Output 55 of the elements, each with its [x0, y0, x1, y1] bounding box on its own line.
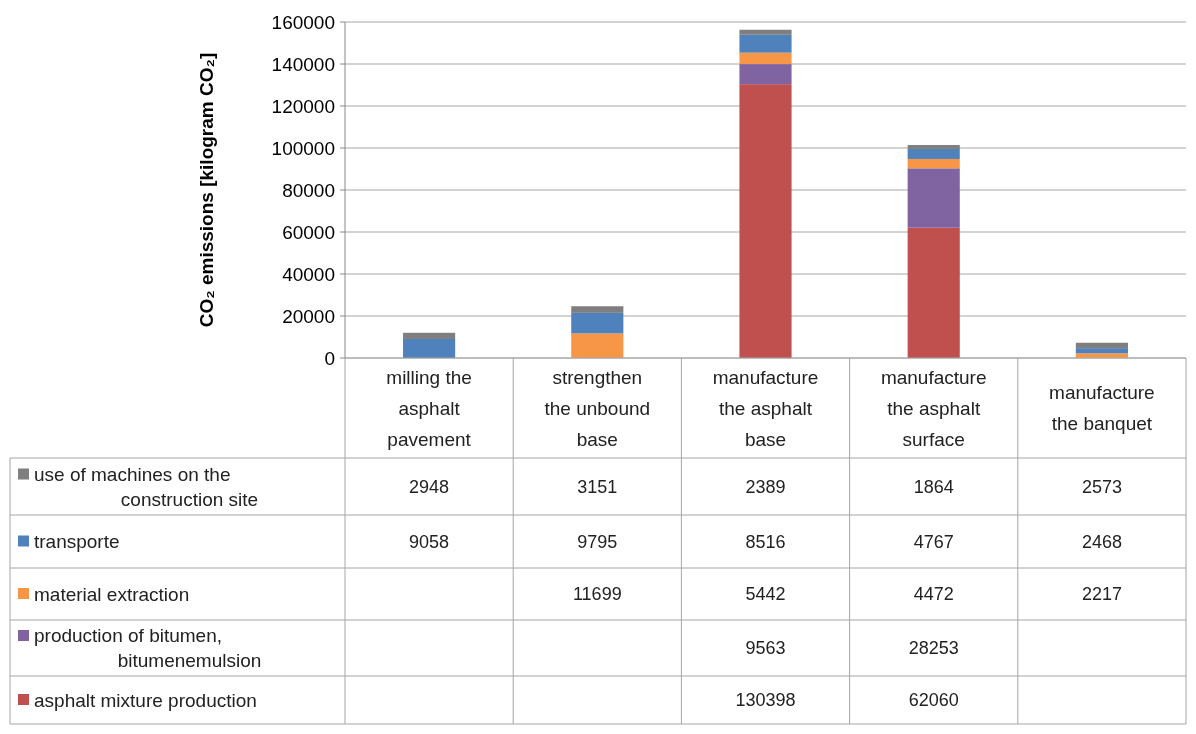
bar — [1075, 348, 1128, 354]
data-label: 28253 — [908, 638, 959, 659]
y-tick-label: 80000 — [282, 179, 335, 201]
x-tick-label: milling the asphalt pavement — [386, 366, 472, 450]
bar — [739, 29, 792, 35]
bar — [571, 312, 624, 334]
data-label: 2468 — [1081, 531, 1122, 552]
data-label: 9058 — [409, 531, 450, 552]
y-tick-label: 160000 — [271, 11, 335, 33]
bar — [1075, 342, 1128, 349]
data-label: 2948 — [409, 476, 450, 497]
legend-label: transporte — [34, 531, 120, 553]
bar — [571, 333, 624, 358]
x-tick-label: manufacture the asphalt surface — [880, 366, 987, 450]
data-label: 2217 — [1081, 584, 1122, 605]
data-label: 3151 — [577, 476, 618, 497]
data-label: 4472 — [913, 584, 954, 605]
bar — [403, 332, 456, 339]
data-label: 9795 — [577, 531, 618, 552]
y-tick-label: 120000 — [271, 95, 335, 117]
data-label: 4767 — [913, 531, 954, 552]
data-label: 5442 — [745, 584, 786, 605]
bar — [907, 148, 960, 159]
data-label: 130398 — [735, 690, 796, 711]
bar — [907, 158, 960, 169]
bar — [907, 168, 960, 228]
y-tick-label: 40000 — [282, 263, 335, 285]
bar — [907, 227, 960, 358]
data-label: 1864 — [913, 476, 954, 497]
legend-label: asphalt mixture production — [34, 689, 257, 711]
bar — [739, 34, 792, 53]
data-label: 11699 — [572, 584, 622, 605]
y-tick-label: 60000 — [282, 221, 335, 243]
y-tick-label: 20000 — [282, 305, 335, 327]
y-axis-title: CO₂ emissions [kilogram CO₂] — [196, 52, 217, 328]
legend-label: production of bitumen, bitumenemulsion — [34, 625, 262, 672]
data-label: 9563 — [745, 638, 786, 659]
legend-label: material extraction — [34, 583, 190, 605]
legend-label: use of machines on the construction site — [34, 463, 259, 510]
data-label: 2389 — [745, 476, 786, 497]
bar — [739, 64, 792, 85]
x-tick-label: strengthen the unbound base — [544, 366, 651, 450]
bar — [739, 52, 792, 65]
y-tick-label: 100000 — [271, 137, 335, 159]
bar — [739, 84, 792, 358]
y-tick-label: 0 — [324, 347, 335, 369]
bar — [907, 145, 960, 149]
bar — [403, 338, 456, 358]
data-label: 2573 — [1081, 476, 1122, 497]
bar — [571, 306, 624, 313]
y-tick-label: 140000 — [271, 53, 335, 75]
x-tick-label: manufacture the banquet — [1049, 382, 1155, 435]
data-label: 8516 — [745, 531, 786, 552]
x-tick-label: manufacture the asphalt base — [712, 366, 819, 450]
data-label: 62060 — [908, 690, 959, 711]
